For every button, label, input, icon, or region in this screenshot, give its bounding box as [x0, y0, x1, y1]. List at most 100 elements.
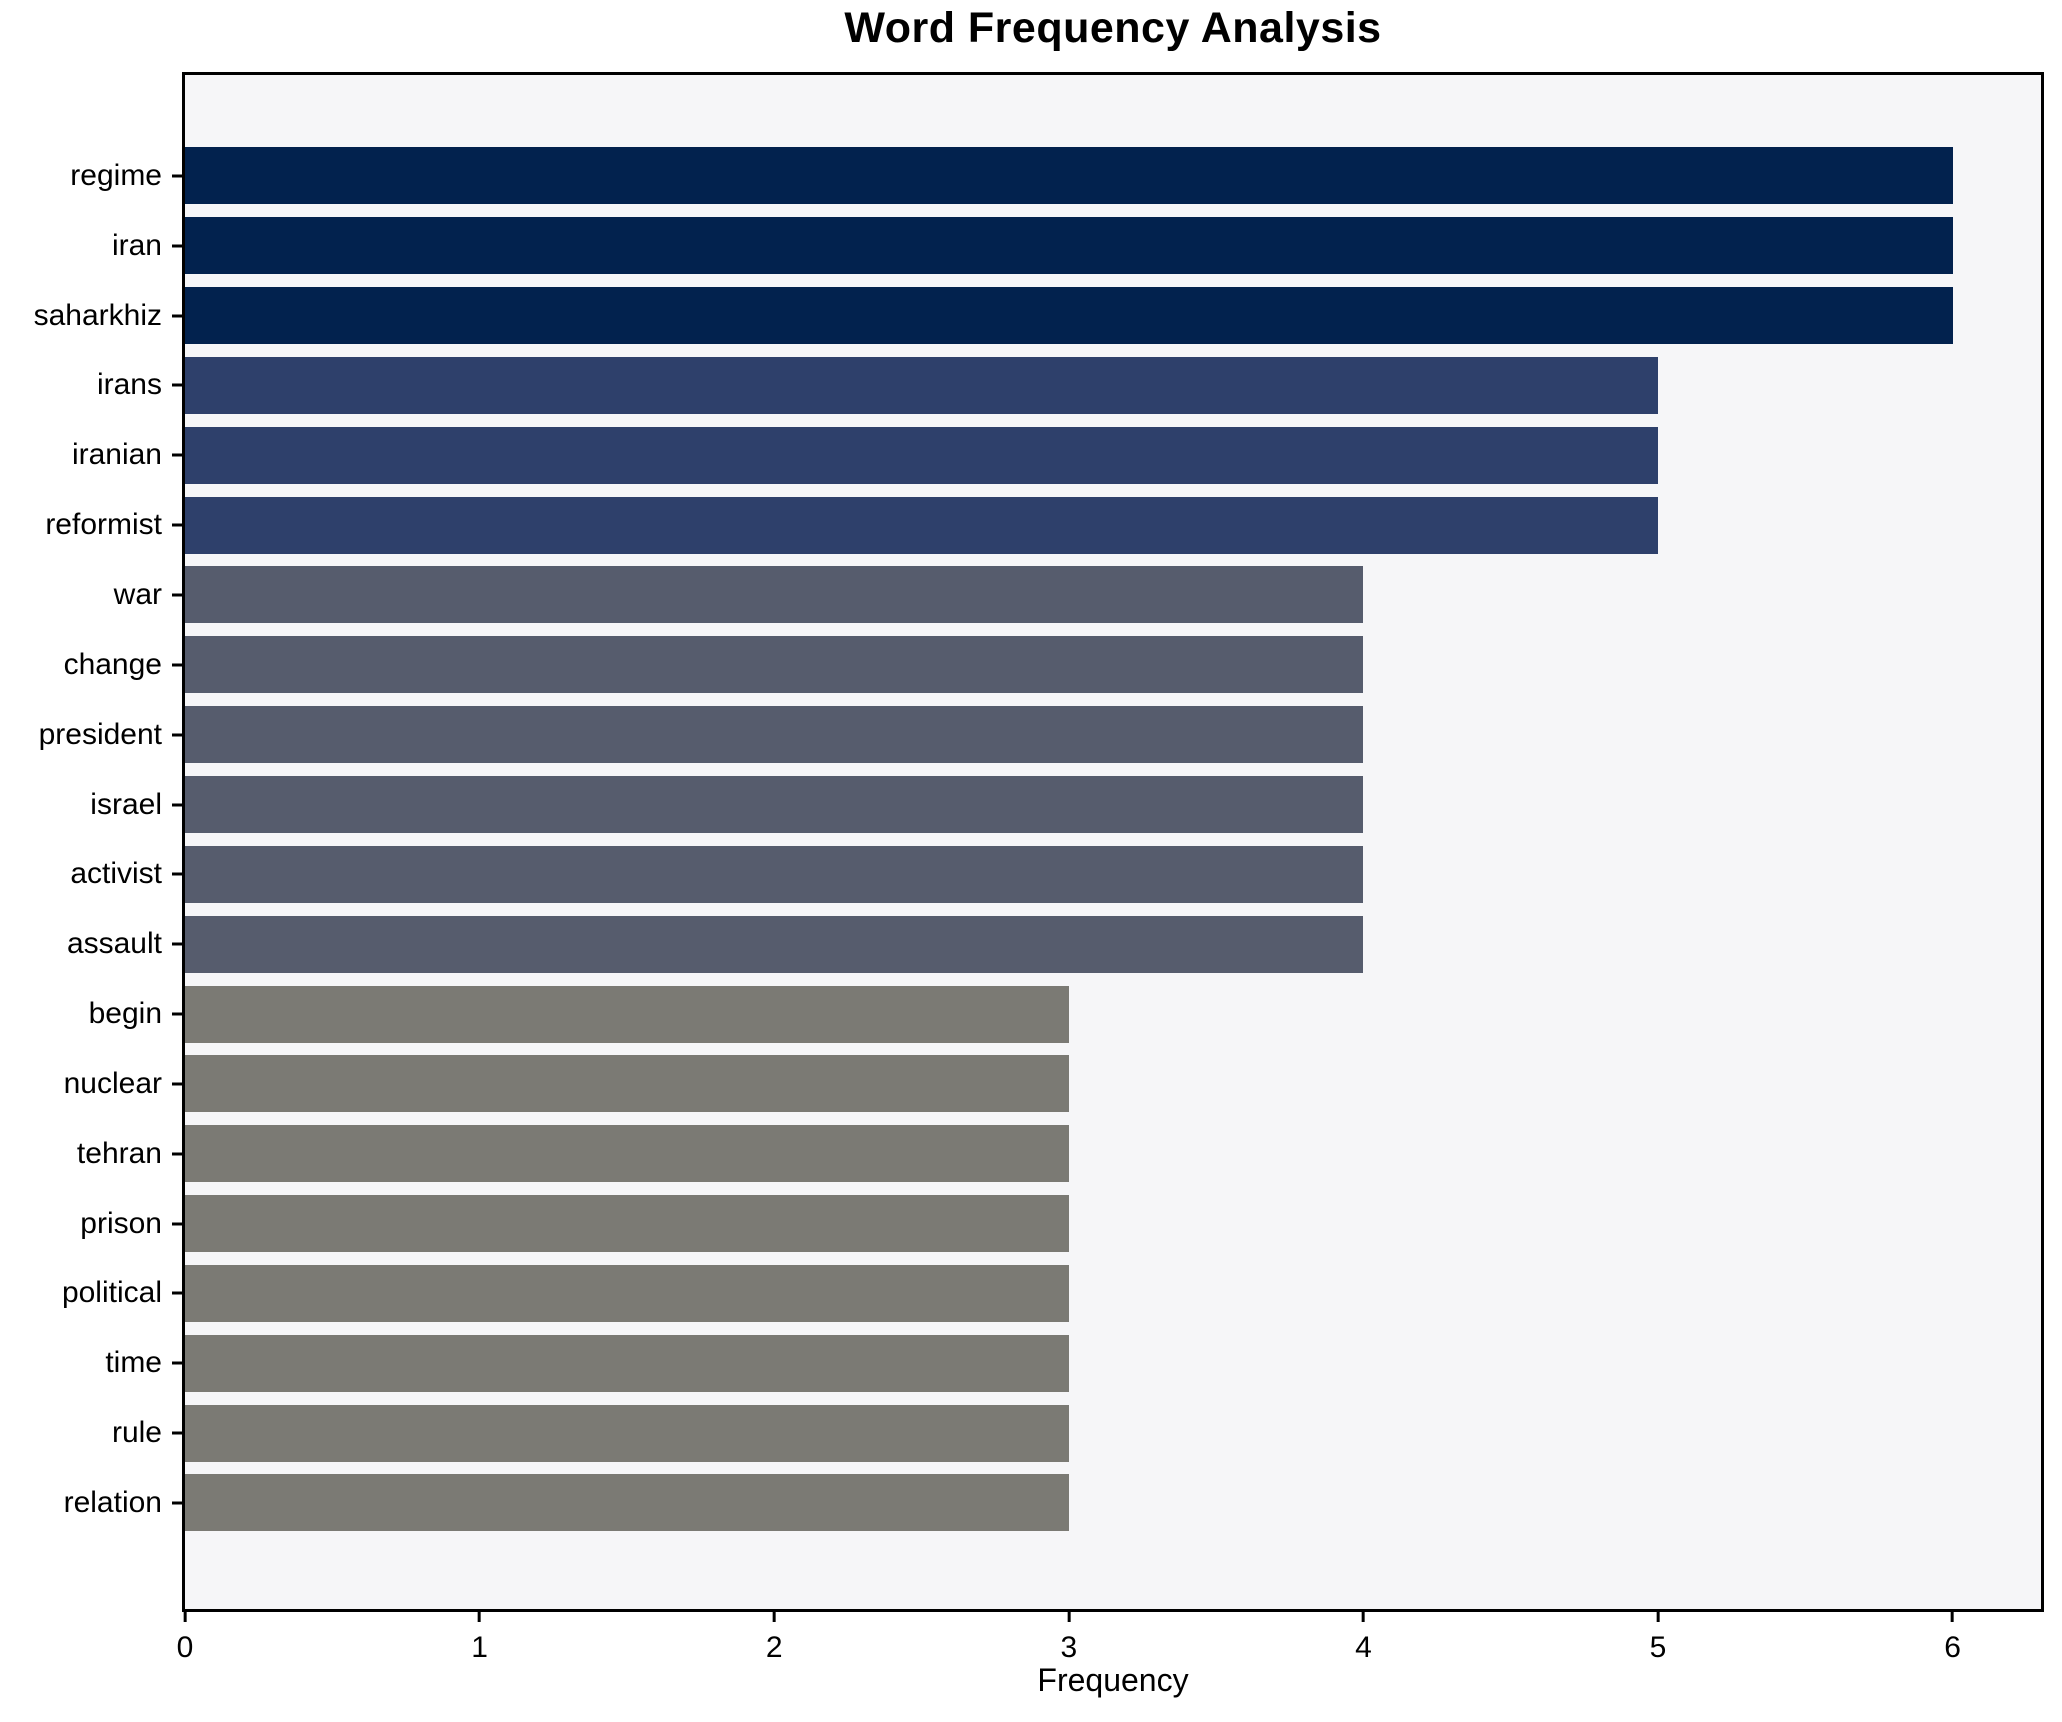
frequency-bar [185, 845, 1364, 903]
frequency-bar [185, 915, 1364, 973]
y-axis-tick-mark [172, 1082, 182, 1086]
x-axis-tick-mark [1067, 1612, 1071, 1622]
bar-row: nuclear [64, 1049, 2041, 1119]
bar-row: iran [112, 211, 2041, 281]
frequency-bar [185, 1404, 1069, 1462]
y-axis-category-label: iran [111, 228, 162, 262]
chart-title: Word Frequency Analysis [844, 4, 1382, 52]
y-axis-tick-mark [172, 174, 182, 178]
x-axis-tick-label: 5 [1649, 1631, 1667, 1664]
x-axis-tick-label: 3 [1060, 1631, 1078, 1664]
frequency-bar [185, 1055, 1069, 1113]
y-axis-tick-mark [172, 244, 182, 248]
x-axis-tick-label: 6 [1944, 1631, 1961, 1664]
y-axis-tick-mark [172, 803, 182, 807]
y-axis-category-label: regime [70, 158, 162, 192]
y-axis-tick-mark [172, 1222, 182, 1226]
frequency-bar [185, 1334, 1069, 1392]
bar-row: israel [90, 770, 2041, 840]
x-axis-tick-mark [1361, 1612, 1365, 1622]
bar-row: tehran [77, 1119, 2041, 1189]
bar-row: political [62, 1259, 2041, 1329]
frequency-bar [185, 356, 1659, 414]
frequency-bar [185, 147, 1953, 205]
y-axis-category-label: irans [96, 368, 162, 402]
bar-row: begin [89, 979, 2041, 1049]
bar-row: war [114, 560, 2041, 630]
y-axis-tick-mark [172, 663, 182, 667]
bar-row: iranian [72, 420, 2041, 490]
frequency-bar [185, 1125, 1069, 1183]
y-axis-category-label: war [113, 577, 162, 611]
x-axis-tick: 4 [1355, 1612, 1372, 1665]
y-axis-category-label: saharkhiz [33, 298, 162, 332]
x-axis-tick-mark [478, 1612, 482, 1622]
y-axis-tick-mark [172, 1501, 182, 1505]
x-axis-tick: 2 [766, 1612, 783, 1665]
bar-row: reformist [45, 490, 2041, 560]
y-axis-tick-mark [172, 1012, 182, 1016]
y-axis-tick-mark [172, 453, 182, 457]
bar-row: regime [70, 141, 2041, 211]
bar-row: time [105, 1328, 2041, 1398]
x-axis-tick: 3 [1060, 1612, 1077, 1665]
y-axis-category-label: tehran [76, 1136, 162, 1170]
x-axis-tick-mark [1656, 1612, 1660, 1622]
y-axis-tick-mark [172, 593, 182, 597]
plot-area: regime iran saharkhiz irans iranian reformist… [34, 72, 2044, 1664]
bar-row: saharkhiz [34, 281, 2041, 351]
frequency-bar [185, 985, 1069, 1043]
y-axis-category-label: israel [90, 787, 162, 821]
x-axis-label: Frequency [1037, 1662, 1189, 1698]
bar-row: assault [67, 909, 2041, 979]
bar-row: activist [70, 839, 2041, 909]
y-axis-category-label: political [61, 1276, 162, 1310]
y-axis-category-label: reformist [45, 508, 162, 542]
frequency-bar [185, 217, 1953, 275]
y-axis-tick-mark [172, 733, 182, 737]
y-axis-category-label: nuclear [63, 1066, 162, 1100]
x-axis-ticks: 0 1 2 3 4 5 6 [177, 1609, 2041, 1679]
frequency-bar [185, 706, 1364, 764]
y-axis-tick-mark [172, 1361, 182, 1365]
x-axis-tick-label: 0 [176, 1631, 194, 1664]
x-axis-tick: 0 [176, 1612, 194, 1665]
frequency-bar [185, 287, 1953, 345]
y-axis-category-label: prison [80, 1206, 162, 1240]
bar-row: rule [112, 1398, 2041, 1468]
y-axis-tick-mark [172, 523, 182, 527]
y-axis-category-label: president [38, 717, 162, 751]
x-axis-tick-mark [1951, 1612, 1955, 1622]
y-axis-category-label: relation [63, 1485, 162, 1519]
y-axis-category-label: assault [66, 927, 162, 961]
bar-rows-container: regime iran saharkhiz irans iranian reformist… [34, 75, 2041, 1609]
y-axis-category-label: begin [88, 997, 162, 1031]
bar-row: irans [97, 351, 2041, 421]
bar-row: prison [80, 1189, 2041, 1259]
x-axis-tick-mark [772, 1612, 776, 1622]
x-axis-tick: 1 [471, 1612, 488, 1665]
bar-row: relation [64, 1468, 2041, 1538]
y-axis-category-label: rule [111, 1416, 162, 1450]
y-axis-tick-mark [172, 314, 182, 318]
x-axis-tick: 5 [1649, 1612, 1667, 1665]
y-axis-tick-mark [172, 383, 182, 387]
y-axis-category-label: activist [70, 857, 162, 891]
y-axis-category-label: change [63, 647, 162, 681]
y-axis-tick-mark [172, 1431, 182, 1435]
frequency-bar [185, 1195, 1069, 1253]
y-axis-tick-mark [172, 1152, 182, 1156]
frequency-bar [185, 1474, 1069, 1532]
x-axis-tick-label: 4 [1355, 1631, 1372, 1664]
frequency-bar [185, 426, 1659, 484]
frequency-bar [185, 636, 1364, 694]
x-axis-tick-label: 2 [765, 1631, 783, 1664]
bar-row: change [64, 630, 2041, 700]
frequency-bar [185, 1264, 1069, 1322]
frequency-bar [185, 496, 1659, 554]
y-axis-category-label: iranian [71, 438, 162, 472]
y-axis-tick-mark [172, 1291, 182, 1295]
frequency-bar [185, 776, 1364, 834]
frequency-bar [185, 566, 1364, 624]
x-axis-tick-mark [183, 1612, 187, 1622]
